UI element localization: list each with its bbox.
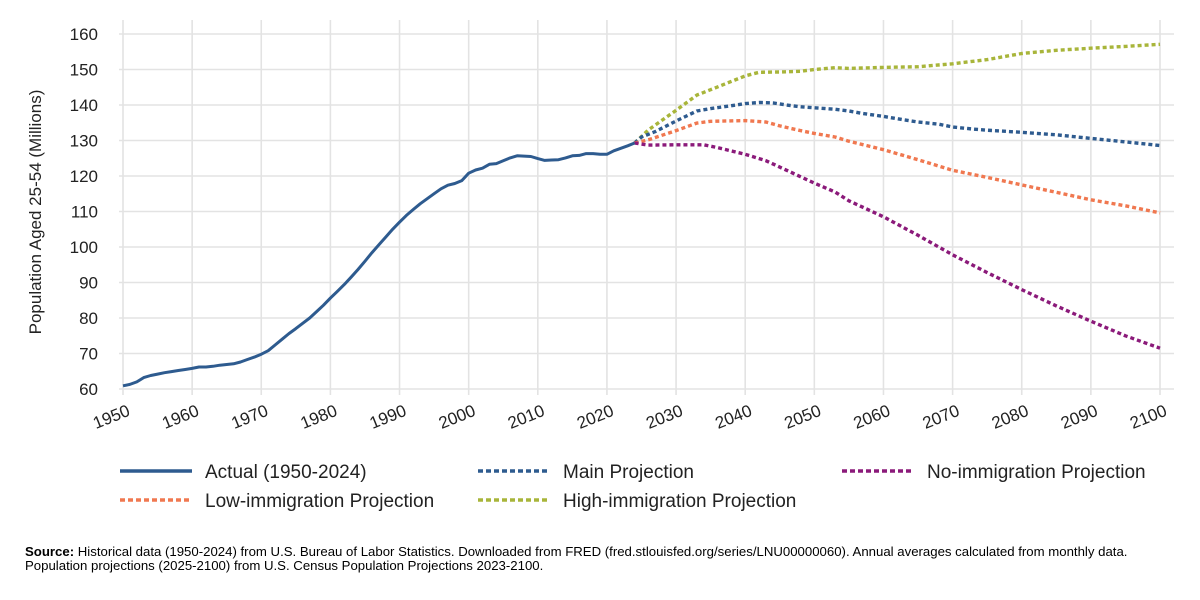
y-tick-label: 70 <box>79 345 98 364</box>
legend-label: Main Projection <box>563 462 694 483</box>
y-tick-label: 80 <box>79 309 98 328</box>
legend-label: No-immigration Projection <box>927 462 1146 483</box>
source-label: Source: <box>25 544 75 559</box>
series-line-low-immigration-projection <box>634 118 1161 215</box>
y-tick-label: 120 <box>70 167 98 186</box>
legend-label: High-immigration Projection <box>563 491 796 512</box>
series-line-main-projection <box>633 100 1161 148</box>
source-note: Source: Historical data (1950-2024) from… <box>25 545 1145 573</box>
y-tick-label: 140 <box>70 96 98 115</box>
x-axis-ticks: 1950 1960 1970 1980 1990 2000 2010 2020 2030 2040… <box>90 401 1169 433</box>
x-tick-label: 2080 <box>989 401 1031 433</box>
y-tick-label: 160 <box>70 25 98 44</box>
x-tick-label: 2060 <box>851 401 893 433</box>
y-tick-label: 150 <box>70 61 98 80</box>
x-tick-label: 2010 <box>505 401 547 433</box>
x-tick-label: 2100 <box>1127 401 1169 433</box>
y-tick-label: 100 <box>70 238 98 257</box>
x-tick-label: 2020 <box>574 401 616 433</box>
series-line-no-immigration-projection <box>634 141 1161 350</box>
x-tick-label: 2070 <box>920 401 962 433</box>
gridlines <box>119 20 1174 395</box>
x-tick-label: 1990 <box>367 401 409 433</box>
legend: Actual (1950-2024) Main Projection No-immi… <box>120 462 1146 512</box>
x-tick-label: 1950 <box>90 401 132 433</box>
x-tick-label: 2040 <box>713 401 755 433</box>
x-tick-label: 1970 <box>229 401 271 433</box>
series-line-high-immigration-projection <box>633 42 1161 145</box>
source-text: Historical data (1950-2024) from U.S. Bu… <box>25 544 1128 573</box>
y-tick-label: 110 <box>71 203 98 222</box>
x-tick-label: 2050 <box>782 401 824 433</box>
x-tick-label: 2090 <box>1058 401 1100 433</box>
series-line-actual-1950-2024 <box>122 141 636 388</box>
series-lines <box>122 42 1161 388</box>
legend-label: Low-immigration Projection <box>205 491 434 512</box>
x-tick-label: 1980 <box>298 401 340 433</box>
y-tick-label: 130 <box>70 132 98 151</box>
x-tick-label: 2000 <box>436 401 478 433</box>
y-tick-label: 90 <box>79 274 98 293</box>
y-axis-ticks: 60 70 80 90 100 110 120 130 140 150 160 <box>70 25 98 399</box>
x-tick-label: 2030 <box>643 401 685 433</box>
y-tick-label: 60 <box>79 380 98 399</box>
y-axis-label: Population Aged 25-54 (Millions) <box>26 90 45 335</box>
legend-label: Actual (1950-2024) <box>205 462 367 483</box>
x-tick-label: 1960 <box>159 401 201 433</box>
